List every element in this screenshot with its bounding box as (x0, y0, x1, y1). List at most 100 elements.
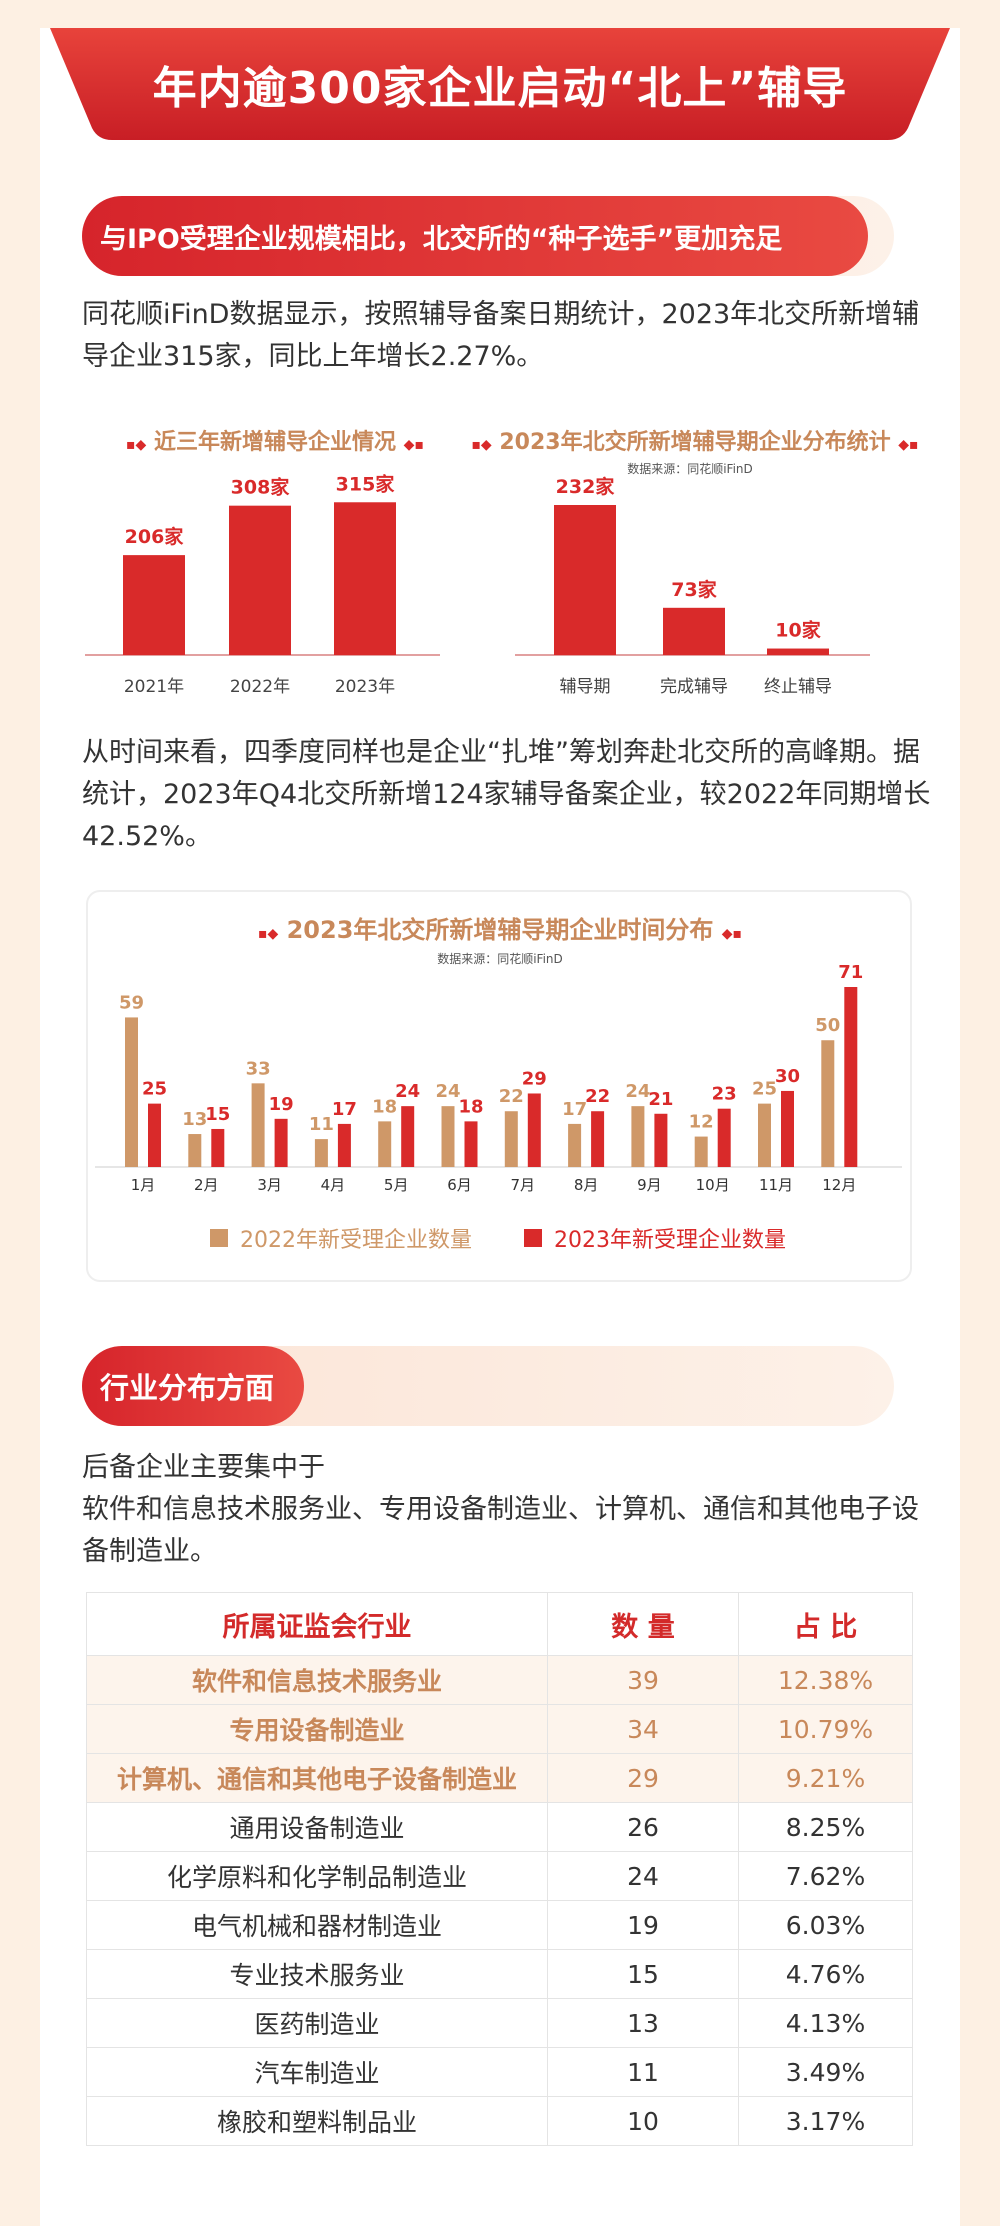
chart3-source: 数据来源：同花顺iFinD (437, 952, 563, 966)
count-cell: 24 (547, 1851, 739, 1901)
chart3-tick-label: 12月 (822, 1176, 856, 1194)
chart1-tick-label: 2022年 (230, 677, 290, 697)
section1-heading-text: 与IPO受理企业规模相比，北交所的“种子选手”更加充足 (100, 223, 783, 255)
chart3-data-label-2023: 21 (648, 1089, 673, 1110)
table-row: 汽车制造业 11 3.49% (86, 2047, 913, 2097)
chart3-bar-2023 (717, 1108, 731, 1167)
chart3-bar-2023 (401, 1106, 415, 1167)
chart3-data-label-2023: 29 (522, 1068, 547, 1089)
count-cell: 10 (547, 2096, 739, 2146)
chart3-bar-2023 (148, 1103, 161, 1167)
chart1-title: ▪◆ 近三年新增辅导企业情况 ◆▪ (126, 430, 424, 455)
chart3-data-label-2022: 24 (435, 1081, 460, 1102)
chart1-data-label: 315家 (336, 472, 396, 495)
industry-table: 所属证监会行业 数 量 占 比 软件和信息技术服务业 39 12.38% 专用设备制造… (86, 1592, 913, 2146)
chart3-bar-2022 (314, 1139, 328, 1167)
chart3-data-label-2023: 30 (775, 1066, 800, 1087)
chart3-data-label-2023: 17 (332, 1099, 357, 1120)
count-cell: 19 (547, 1900, 739, 1950)
table-row: 化学原料和化学制品制造业 24 7.62% (86, 1851, 913, 1901)
chart3-tick-label: 10月 (696, 1176, 730, 1194)
chart3-tick-label: 6月 (447, 1176, 472, 1194)
chart3-tick-label: 5月 (384, 1176, 409, 1194)
chart1-data-label: 308家 (231, 476, 291, 499)
table-row: 软件和信息技术服务业 39 12.38% (86, 1655, 913, 1705)
chart3-bar-2023 (654, 1113, 668, 1167)
chart3-data-label-2023: 71 (838, 962, 863, 983)
chart3-tick-label: 2月 (194, 1176, 219, 1194)
chart3-bar-2022 (441, 1106, 455, 1167)
chart3-box (86, 890, 912, 1282)
chart3-data-label-2022: 33 (246, 1058, 271, 1079)
legend-swatch-2023 (524, 1229, 542, 1247)
ratio-cell: 7.62% (738, 1851, 913, 1901)
chart3-bar-2022 (378, 1121, 392, 1167)
chart3-bar-2023 (211, 1128, 225, 1167)
industry-cell: 电气机械和器材制造业 (86, 1900, 548, 1950)
chart3-bar-2023 (337, 1123, 351, 1167)
section2-heading: 行业分布方面 (82, 1346, 304, 1426)
chart3-data-label-2023: 18 (458, 1096, 483, 1117)
ratio-cell: 3.17% (738, 2096, 913, 2146)
table-row: 计算机、通信和其他电子设备制造业 29 9.21% (86, 1753, 913, 1803)
chart1-tick-label: 2023年 (335, 677, 395, 697)
industry-cell: 专业技术服务业 (86, 1949, 548, 1999)
ratio-cell: 4.76% (738, 1949, 913, 1999)
chart1-data-label: 206家 (125, 525, 185, 548)
chart2-tick-label: 辅导期 (560, 677, 611, 697)
legend-label-2022: 2022年新受理企业数量 (240, 1228, 472, 1253)
chart3-tick-label: 1月 (131, 1176, 156, 1194)
section2-intro-line2: 软件和信息技术服务业、专用设备制造业、计算机、通信和其他电子设备制造业。 (82, 1494, 919, 1567)
industry-cell: 软件和信息技术服务业 (86, 1655, 548, 1705)
chart3-data-label-2022: 11 (309, 1114, 334, 1135)
chart3-tick-label: 4月 (321, 1176, 346, 1194)
chart3-bar-2022 (694, 1136, 708, 1167)
section1-heading: 与IPO受理企业规模相比，北交所的“种子选手”更加充足 (82, 196, 868, 276)
chart2-source: 数据来源：同花顺iFinD (627, 462, 753, 476)
industry-cell: 专用设备制造业 (86, 1704, 548, 1754)
banner-title: 年内逾300家企业启动“北上”辅导 (152, 63, 848, 114)
chart2-tick-label: 终止辅导 (764, 677, 832, 697)
chart3-tick-label: 7月 (511, 1176, 536, 1194)
table-header-row: 所属证监会行业 数 量 占 比 (86, 1592, 913, 1656)
table-row: 医药制造业 13 4.13% (86, 1998, 913, 2048)
ratio-cell: 9.21% (738, 1753, 913, 1803)
col-header-industry: 所属证监会行业 (86, 1592, 548, 1656)
ratio-cell: 12.38% (738, 1655, 913, 1705)
industry-cell: 医药制造业 (86, 1998, 548, 2048)
count-cell: 15 (547, 1949, 739, 1999)
chart2-bar (554, 505, 616, 655)
paragraph-1: 同花顺iFinD数据显示，按照辅导备案日期统计，2023年北交所新增辅导企业31… (82, 299, 920, 372)
table-row: 专用设备制造业 34 10.79% (86, 1704, 913, 1754)
chart3-data-label-2022: 50 (815, 1015, 840, 1036)
chart3-legend-2023: 2023年新受理企业数量 (524, 1222, 786, 1254)
chart3-data-label-2022: 13 (182, 1109, 207, 1130)
table-row: 专业技术服务业 15 4.76% (86, 1949, 913, 1999)
count-cell: 39 (547, 1655, 739, 1705)
table-row: 橡胶和塑料制品业 10 3.17% (86, 2096, 913, 2146)
chart2-tick-label: 完成辅导 (660, 677, 728, 697)
industry-cell: 计算机、通信和其他电子设备制造业 (86, 1753, 548, 1803)
col-header-ratio: 占 比 (738, 1592, 913, 1656)
chart3-bar-2022 (568, 1123, 582, 1167)
chart3-legend-2022: 2022年新受理企业数量 (210, 1222, 472, 1254)
ratio-cell: 10.79% (738, 1704, 913, 1754)
count-cell: 34 (547, 1704, 739, 1754)
chart2-data-label: 73家 (671, 578, 717, 601)
chart3-bar-2023 (464, 1121, 478, 1167)
chart3-data-label-2022: 18 (372, 1096, 397, 1117)
chart3-tick-label: 11月 (759, 1176, 793, 1194)
chart2-bar (663, 607, 725, 655)
industry-cell: 化学原料和化学制品制造业 (86, 1851, 548, 1901)
industry-cell: 通用设备制造业 (86, 1802, 548, 1852)
chart3-data-label-2022: 12 (689, 1112, 714, 1133)
chart3-tick-label: 9月 (637, 1176, 662, 1194)
chart1-bar (334, 502, 396, 655)
chart3-bar-2023 (844, 987, 858, 1167)
ratio-cell: 3.49% (738, 2047, 913, 2097)
chart2-title: ▪◆ 2023年北交所新增辅导期企业分布统计 ◆▪ (471, 430, 919, 455)
chart3-data-label-2023: 22 (585, 1086, 610, 1107)
chart3-bar-2023 (274, 1118, 288, 1167)
section2-intro-line1: 后备企业主要集中于 (82, 1452, 325, 1483)
